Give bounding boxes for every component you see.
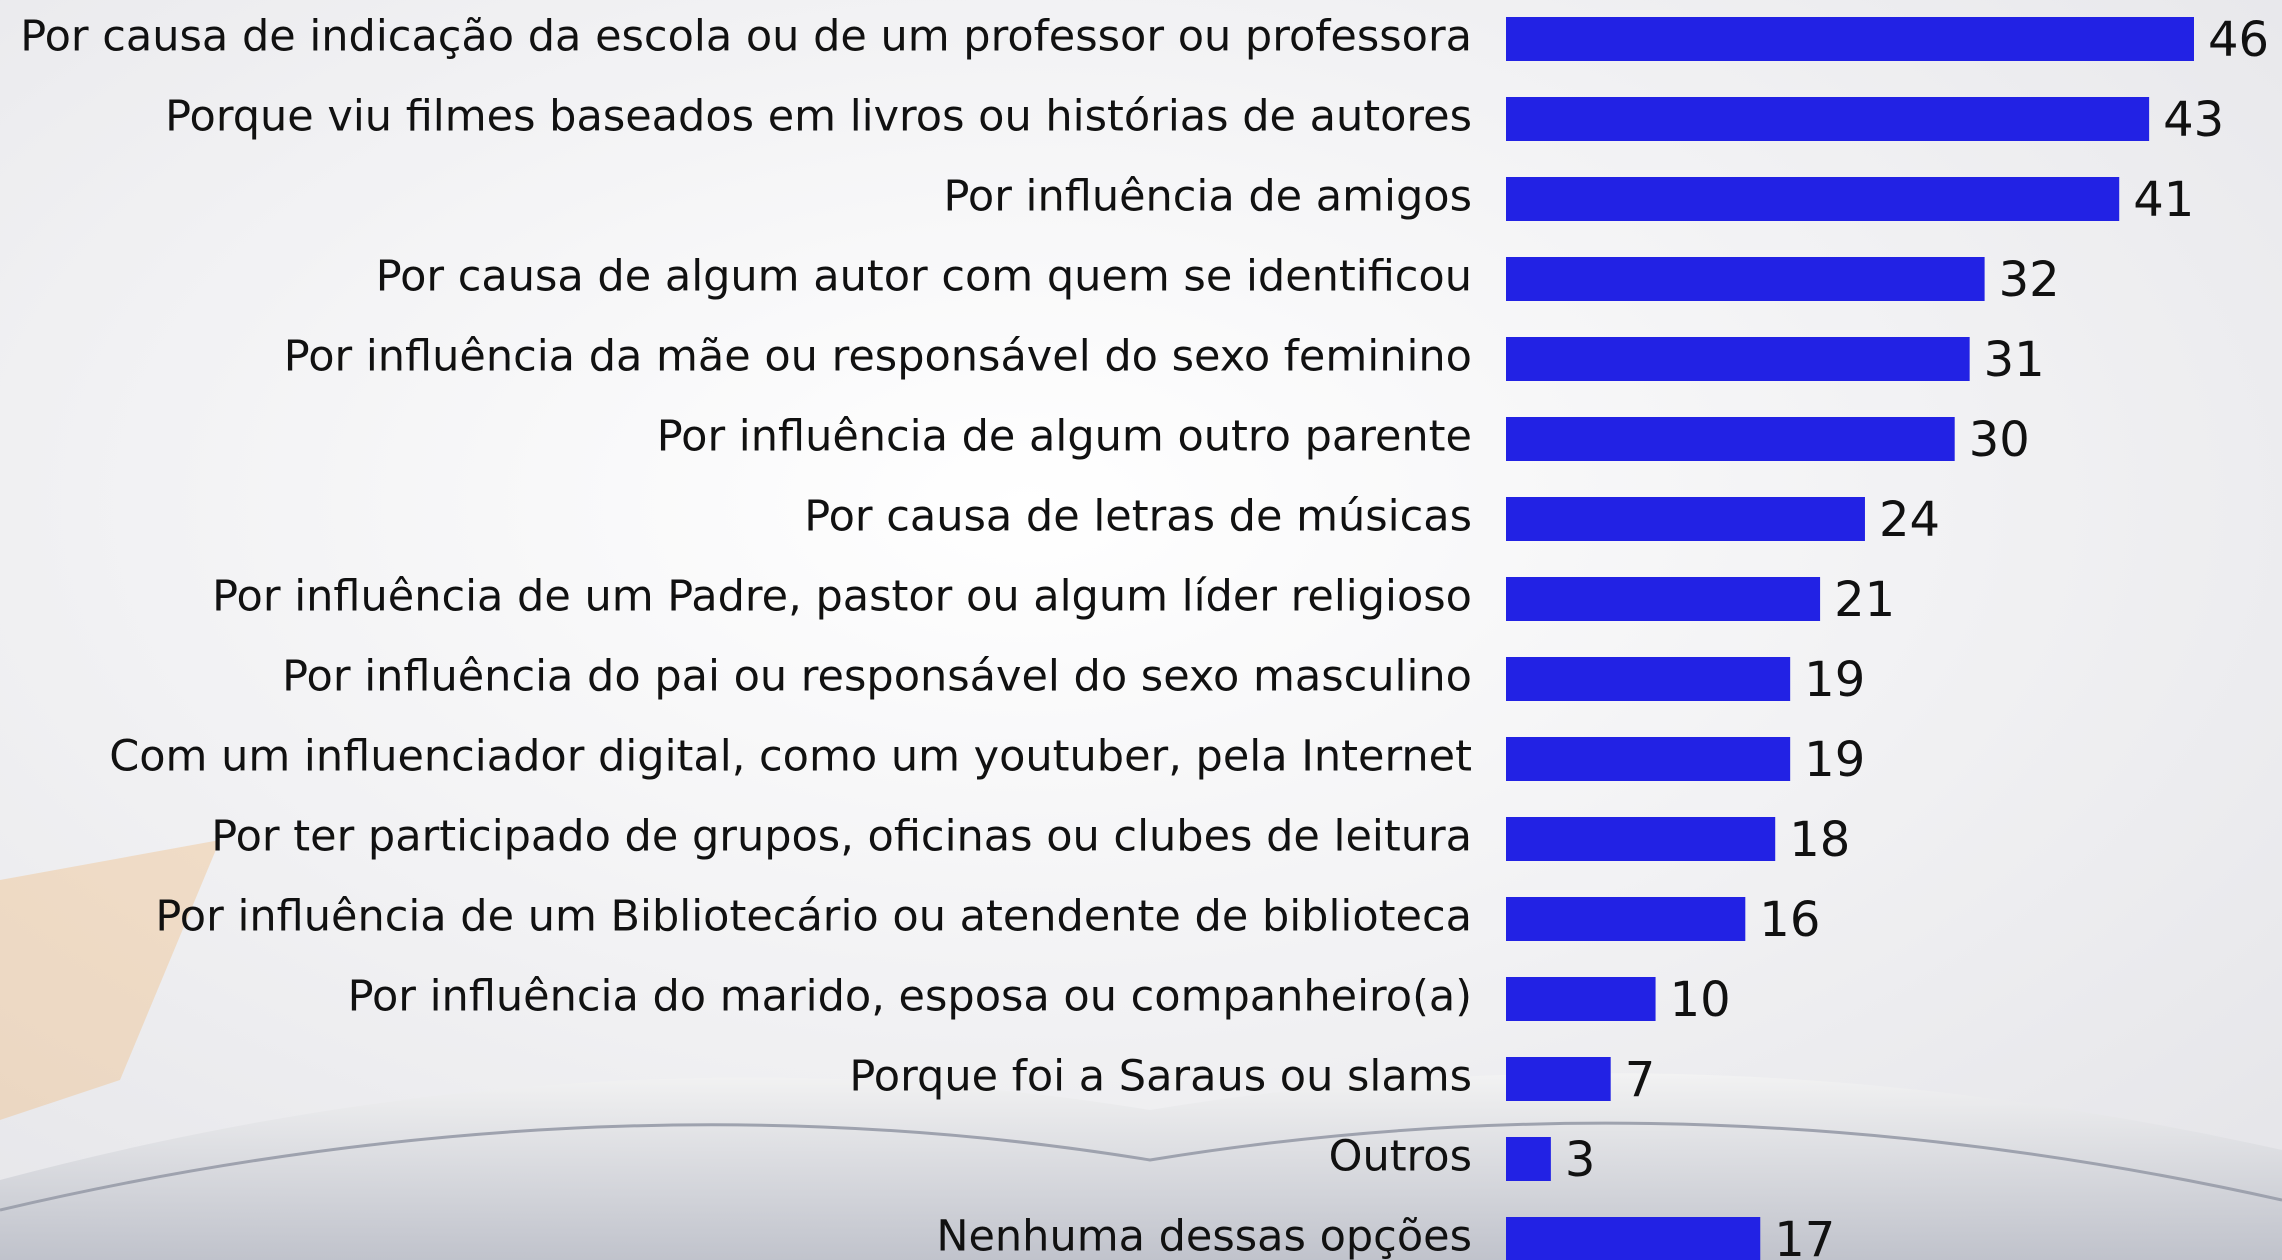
- category-label: Por influência de um Bibliotecário ou at…: [155, 892, 1472, 942]
- category-label: Por influência da mãe ou responsável do …: [284, 332, 1472, 382]
- category-label: Por influência de um Padre, pastor ou al…: [212, 572, 1472, 622]
- bar: [1506, 817, 1775, 861]
- category-label: Por causa de letras de músicas: [804, 492, 1472, 542]
- value-label: 18: [1789, 812, 1850, 868]
- bar: [1506, 1217, 1760, 1260]
- value-label: 46: [2208, 12, 2269, 68]
- category-label: Por influência de amigos: [943, 172, 1472, 222]
- bar: [1506, 257, 1985, 301]
- chart: Por causa de indicação da escola ou de u…: [0, 0, 2282, 1260]
- bar: [1506, 1057, 1611, 1101]
- value-label: 21: [1834, 572, 1895, 628]
- bar: [1506, 17, 2194, 61]
- bar: [1506, 177, 2119, 221]
- value-label: 32: [1999, 252, 2060, 308]
- category-label: Por causa de indicação da escola ou de u…: [20, 12, 1472, 62]
- value-label: 41: [2133, 172, 2194, 228]
- value-label: 43: [2163, 92, 2224, 148]
- bar: [1506, 1137, 1551, 1181]
- category-label: Nenhuma dessas opções: [936, 1212, 1472, 1260]
- value-label: 7: [1625, 1052, 1656, 1108]
- category-label: Com um influenciador digital, como um yo…: [109, 732, 1472, 782]
- value-label: 3: [1565, 1132, 1596, 1188]
- category-label: Por causa de algum autor com quem se ide…: [376, 252, 1472, 302]
- bar: [1506, 977, 1656, 1021]
- value-label: 30: [1969, 412, 2030, 468]
- bar: [1506, 577, 1820, 621]
- category-label: Porque foi a Saraus ou slams: [849, 1052, 1472, 1102]
- value-label: 17: [1774, 1212, 1835, 1260]
- bar: [1506, 497, 1865, 541]
- value-label: 10: [1670, 972, 1731, 1028]
- category-label: Por ter participado de grupos, oficinas …: [211, 812, 1472, 862]
- bar: [1506, 97, 2149, 141]
- category-label: Por influência do pai ou responsável do …: [282, 652, 1472, 702]
- bar: [1506, 337, 1970, 381]
- bar: [1506, 417, 1955, 461]
- category-label: Por influência do marido, esposa ou comp…: [348, 972, 1472, 1022]
- bar: [1506, 657, 1790, 701]
- value-label: 19: [1804, 652, 1865, 708]
- category-label: Por influência de algum outro parente: [657, 412, 1472, 462]
- value-label: 31: [1984, 332, 2045, 388]
- value-label: 19: [1804, 732, 1865, 788]
- bar: [1506, 897, 1745, 941]
- category-label: Porque viu filmes baseados em livros ou …: [165, 92, 1472, 142]
- category-label: Outros: [1329, 1132, 1472, 1182]
- value-label: 16: [1759, 892, 1820, 948]
- value-label: 24: [1879, 492, 1940, 548]
- bar: [1506, 737, 1790, 781]
